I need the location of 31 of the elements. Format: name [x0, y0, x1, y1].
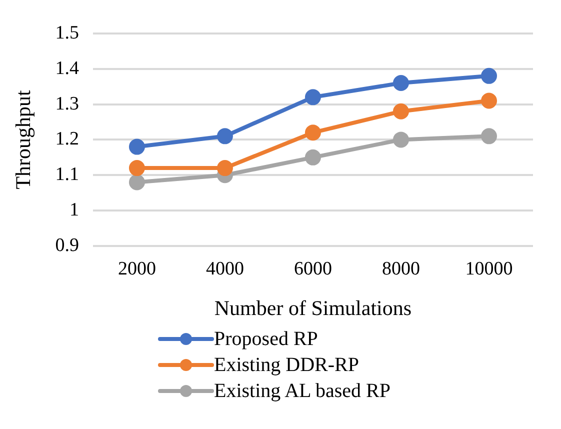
point — [304, 89, 321, 106]
point — [128, 160, 145, 176]
point — [480, 128, 497, 144]
y-tick-label: 0.9 — [55, 234, 79, 256]
point — [392, 103, 409, 120]
y-tick-label: 1 — [69, 200, 79, 221]
legend-label: Existing DDR-RP — [214, 353, 360, 378]
y-axis-title: Throughput — [11, 90, 36, 190]
point — [216, 160, 233, 176]
point — [304, 149, 321, 166]
point — [480, 68, 497, 84]
point — [304, 124, 321, 141]
point — [392, 75, 409, 92]
x-tick-label: 8000 — [382, 258, 420, 280]
point — [480, 92, 497, 109]
x-axis-title: Number of Simulations — [214, 296, 412, 320]
y-tick-label: 1.2 — [55, 128, 79, 150]
point — [128, 174, 145, 190]
y-tick-label: 1.4 — [55, 58, 80, 79]
point — [392, 132, 409, 148]
legend-label: Proposed RP — [214, 327, 318, 352]
legend-label: Existing AL based RP — [214, 379, 390, 404]
y-tick-label: 1.1 — [55, 164, 79, 186]
x-tick-label: 10000 — [465, 258, 513, 280]
point — [128, 138, 145, 155]
y-tick-label: 1.3 — [55, 93, 79, 114]
point — [216, 128, 233, 144]
x-tick-label: 4000 — [206, 258, 244, 280]
x-tick-label: 2000 — [118, 258, 156, 280]
x-tick-label: 6000 — [294, 258, 332, 280]
y-tick-label: 1.5 — [55, 22, 79, 44]
